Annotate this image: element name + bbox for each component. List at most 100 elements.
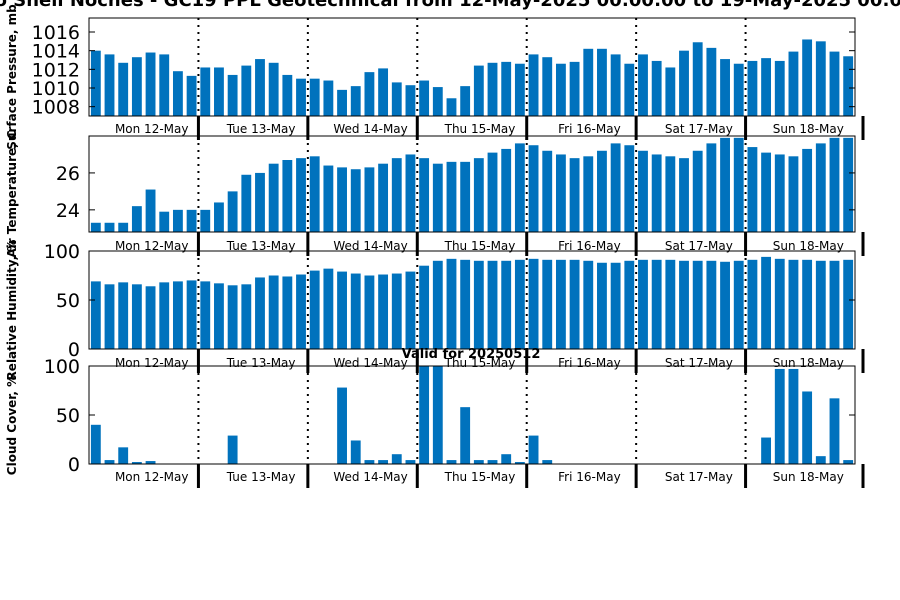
day-label: Tue 13-May [226, 356, 296, 370]
y-tick-label: 1016 [32, 22, 80, 44]
day-label: Thu 15-May [444, 122, 516, 136]
y-tick-label: 50 [56, 290, 80, 312]
bar [487, 260, 498, 349]
bar [90, 50, 101, 116]
bar [378, 460, 389, 464]
bar [542, 150, 553, 232]
day-label: Sat 17-May [665, 122, 733, 136]
day-label: Tue 13-May [226, 122, 296, 136]
bar [255, 59, 265, 116]
bar [391, 273, 402, 349]
bar [255, 172, 265, 232]
bar [337, 89, 347, 116]
bar [761, 437, 772, 464]
day-label: Thu 15-May [444, 239, 516, 253]
bar [706, 143, 717, 232]
bar [241, 284, 252, 349]
bar [679, 50, 689, 116]
bar [200, 67, 211, 116]
bar [651, 259, 662, 349]
bar [610, 262, 621, 349]
bar [583, 260, 594, 349]
bar [241, 65, 252, 116]
bar [569, 158, 580, 232]
bar [172, 209, 183, 232]
bar [391, 82, 402, 116]
bar [802, 259, 813, 349]
bar [405, 154, 416, 232]
bar [405, 85, 416, 116]
bar [720, 261, 730, 349]
day-label: Wed 14-May [333, 239, 407, 253]
bar [501, 260, 512, 349]
day-label: Sat 17-May [665, 239, 733, 253]
bar [733, 137, 744, 232]
bar [227, 74, 238, 116]
bar [309, 156, 320, 232]
bar [145, 189, 156, 232]
day-label: Tue 13-May [226, 239, 296, 253]
bar [432, 163, 443, 232]
bar [788, 51, 799, 116]
bar [104, 460, 115, 464]
plot-frame [88, 135, 856, 233]
bar [815, 260, 826, 349]
bar [569, 259, 580, 349]
bar [528, 258, 539, 349]
day-label: Tue 13-May [226, 470, 296, 484]
bar [118, 447, 129, 464]
bar [473, 65, 484, 116]
bar [692, 150, 703, 232]
bar [610, 54, 621, 116]
y-axis-label: Cloud Cover, % [5, 375, 19, 475]
day-label: Mon 12-May [115, 470, 189, 484]
day-label: Sun 18-May [773, 122, 844, 136]
bar [145, 461, 156, 464]
bar [214, 67, 224, 116]
bar [446, 161, 457, 232]
bar [733, 63, 744, 116]
bar [104, 54, 115, 116]
bar [815, 456, 826, 464]
day-label: Fri 16-May [558, 470, 621, 484]
y-axis-label: Relative Humidity, % [5, 240, 19, 381]
bar [706, 47, 717, 117]
bar [569, 61, 580, 116]
bar [419, 158, 430, 232]
bar [788, 368, 799, 464]
bar [665, 259, 676, 349]
bar [651, 60, 662, 116]
bar [501, 454, 512, 464]
bar [473, 260, 484, 349]
bar [405, 271, 416, 349]
bar [761, 58, 772, 116]
bar [679, 158, 689, 232]
panel-2: 24 26 Mon 12-May Tue 13-May Wed 14-May Thu 15… [5, 130, 865, 258]
bar [514, 143, 525, 232]
bar [720, 59, 730, 116]
bar [597, 48, 607, 116]
bar [296, 78, 306, 116]
bar [528, 145, 539, 232]
bar [296, 158, 306, 232]
bar [241, 174, 252, 232]
y-tick-label: 100 [44, 241, 80, 263]
y-axis-label: Air Temperature, C [5, 130, 19, 258]
y-tick-label: 26 [56, 163, 80, 185]
plot-frame [88, 17, 856, 117]
day-label: Sun 18-May [773, 239, 844, 253]
bar [815, 143, 826, 232]
bar [350, 273, 361, 349]
bar [350, 440, 361, 464]
bar [802, 391, 813, 464]
bar [802, 39, 813, 116]
bar [432, 87, 443, 116]
y-tick-label: 0 [68, 454, 80, 476]
bar [761, 256, 772, 349]
bar [460, 259, 471, 349]
plot-frame [88, 365, 856, 465]
bar [364, 72, 375, 116]
bar [337, 271, 347, 349]
bar [665, 156, 676, 232]
